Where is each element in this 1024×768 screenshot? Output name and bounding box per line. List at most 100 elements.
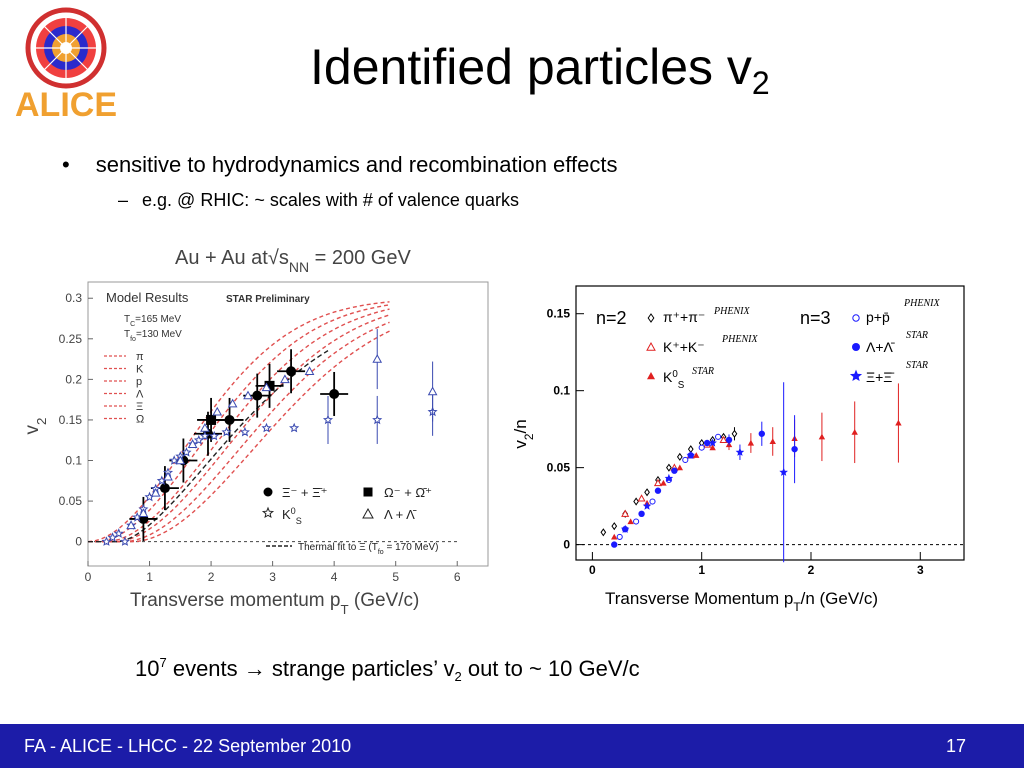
- data-point-ks: [289, 422, 300, 433]
- data-point: [666, 463, 672, 472]
- data-point: [709, 444, 716, 451]
- model-curve: [88, 304, 390, 543]
- model-curve: [88, 321, 390, 543]
- legend-pipi-label: π⁺+π⁻: [663, 309, 705, 325]
- y-tick-label: 0.15: [59, 413, 83, 427]
- legend-pipi-marker: [647, 313, 655, 323]
- data-point-lambda: [126, 520, 136, 530]
- data-point: [611, 533, 618, 540]
- data-point: [731, 429, 738, 438]
- legend-kk-marker: [646, 341, 656, 351]
- data-point: [676, 464, 684, 471]
- model-legend-label: p: [136, 376, 142, 388]
- data-point: [719, 435, 728, 443]
- star-preliminary-label: STAR Preliminary: [226, 294, 310, 305]
- x-tick-label: 1: [698, 563, 705, 577]
- y-tick-label: 0.25: [59, 332, 83, 346]
- data-point: [654, 487, 662, 494]
- data-point: [611, 522, 618, 531]
- tfo-label: Tfo=130 MeV: [124, 329, 182, 343]
- x-tick-label: 6: [454, 570, 461, 584]
- data-point-ks: [193, 434, 204, 445]
- data-point-lambda: [304, 366, 315, 375]
- legend-ll-marker: [852, 343, 860, 351]
- data-point-xi: [329, 388, 340, 399]
- data-point: [633, 497, 639, 506]
- data-point: [627, 518, 634, 525]
- model-curve: [87, 301, 390, 543]
- legend-lambda-label: Λ + Λ̄: [384, 507, 417, 522]
- data-point-lambda: [280, 374, 290, 384]
- legend-star-label: STAR: [906, 360, 928, 371]
- bullet-text-1: sensitive to hydrodynamics and recombina…: [95, 152, 618, 177]
- data-point: [637, 494, 646, 502]
- data-point: [779, 467, 788, 476]
- x-tick-label: 3: [269, 570, 276, 584]
- bullet-item-2: – e.g. @ RHIC: ~ scales with # of valence…: [118, 190, 519, 211]
- data-point-lambda: [212, 406, 223, 416]
- data-point: [642, 501, 652, 510]
- x-tick-label: 4: [331, 570, 338, 584]
- arrow-icon: →: [243, 656, 266, 681]
- data-point: [708, 438, 717, 447]
- plot-frame: [575, 285, 965, 561]
- data-point-ks: [101, 536, 112, 546]
- data-point: [791, 445, 798, 453]
- x-tick-label: 2: [808, 563, 815, 577]
- y-tick-label: 0.2: [65, 372, 82, 386]
- data-point-lambda: [150, 487, 161, 497]
- data-point-lambda: [427, 386, 438, 396]
- legend-lambda-marker: [362, 507, 374, 519]
- data-point-xi: [224, 414, 235, 425]
- data-point: [638, 510, 645, 518]
- y-tick-label: 0.1: [65, 454, 82, 468]
- data-point: [698, 444, 705, 451]
- page-title: Identified particles v2: [310, 38, 770, 102]
- legend-xx-label: Ξ+Ξ̄: [866, 369, 894, 385]
- data-point-ks: [113, 528, 124, 538]
- chart-title: Au + Au at√sNN = 200 GeV: [175, 247, 411, 275]
- y-tick-label: 0.1: [553, 384, 570, 398]
- data-point-ks: [239, 426, 250, 437]
- chart-star-v2: Au + Au at√sNN = 200 GeV 0 0.05 0.1 0.15 0.2 0…: [22, 247, 489, 616]
- events-text: strange particles’ v: [265, 656, 455, 681]
- data-point-lambda: [175, 455, 186, 465]
- legend-phenix-label: PHENIX: [721, 334, 758, 345]
- events-subscript: 2: [454, 669, 462, 684]
- data-point: [686, 450, 696, 459]
- y-tick-label: 0.3: [65, 291, 82, 305]
- legend-xi-marker: [263, 487, 273, 497]
- legend-ks-label: K0S: [282, 506, 302, 526]
- x-axis-label: Transverse momentum pT (GeV/c): [130, 590, 419, 616]
- legend-xx-marker: [849, 369, 863, 382]
- x-tick-label: 3: [917, 563, 924, 577]
- y-axis-label: v2: [22, 418, 49, 435]
- bullet-text-2: e.g. @ RHIC: ~ scales with # of valence …: [142, 190, 519, 210]
- legend-kk-label: K⁺+K⁻: [663, 339, 705, 355]
- footer-bar: FA - ALICE - LHCC - 22 September 2010 17: [0, 724, 1024, 768]
- page-number: 17: [945, 736, 966, 756]
- data-point: [693, 452, 700, 458]
- data-point-ks: [261, 422, 272, 433]
- x-axis-label: Transverse Momentum pT/n (GeV/c): [605, 589, 878, 614]
- legend-n2-label: n=2: [596, 308, 627, 328]
- title-subscript: 2: [751, 65, 770, 101]
- data-point: [747, 439, 755, 446]
- chart-scaled-v2: 0 0.05 0.1 0.15 0 1 2 3 Transverse Momentum pT/n…: [511, 285, 965, 614]
- footer-text: FA - ALICE - LHCC - 22 September 2010: [24, 736, 352, 756]
- data-point: [769, 438, 776, 445]
- events-exponent: 7: [159, 655, 167, 670]
- data-point: [611, 541, 618, 548]
- legend-omega-label: Ω⁻ + Ω̄⁺: [384, 485, 432, 500]
- legend-thermal-label: Thermal fit to Ξ (Tfo = 170 MeV): [298, 542, 438, 556]
- data-point-omega: [206, 414, 217, 425]
- data-point-ks: [169, 455, 180, 465]
- data-point-ks: [209, 430, 220, 441]
- legend-k0s-label: K0S: [663, 369, 685, 391]
- legend-star-label: STAR: [906, 330, 928, 341]
- legend-omega-marker: [363, 487, 373, 497]
- data-point: [649, 498, 656, 505]
- data-point-ks: [107, 532, 118, 542]
- x-tick-label: 0: [85, 570, 92, 584]
- sub-bullet-marker: –: [118, 190, 129, 210]
